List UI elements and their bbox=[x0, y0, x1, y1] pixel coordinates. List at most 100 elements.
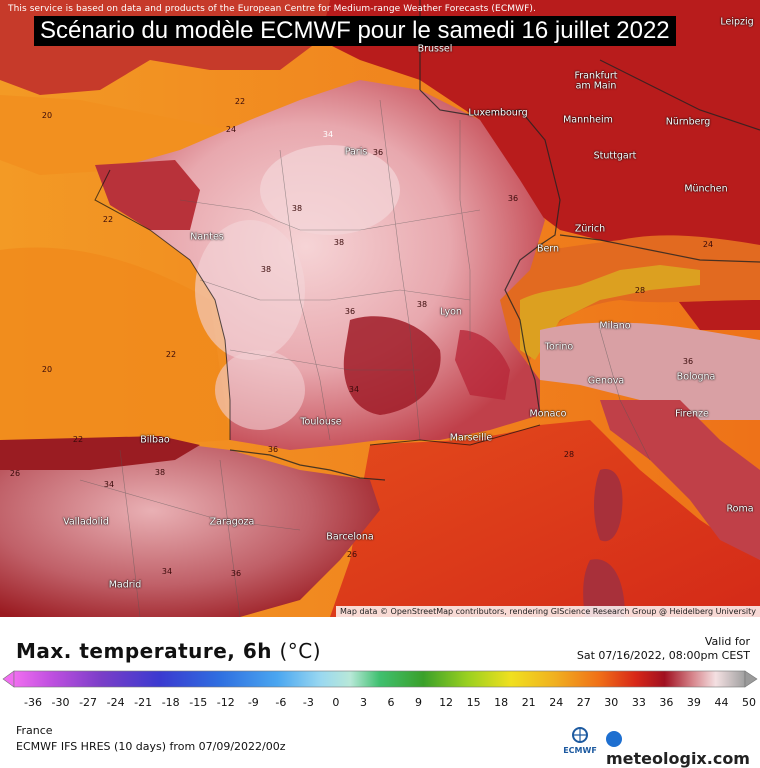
biscay-warm-band bbox=[0, 247, 230, 445]
scale-tick-label: 18 bbox=[494, 696, 509, 709]
scale-tick-label: 24 bbox=[549, 696, 564, 709]
isotherm-label: 38 bbox=[416, 300, 428, 309]
isotherm-label: 34 bbox=[103, 480, 115, 489]
isotherm-label: 34 bbox=[322, 130, 334, 139]
rhone-valley-hot bbox=[455, 330, 510, 400]
city-label-brussel: Brussel bbox=[417, 43, 453, 55]
isotherm-label: 38 bbox=[333, 238, 345, 247]
source-note: This service is based on data and produc… bbox=[8, 4, 536, 14]
city-label-frankfurt: Frankfurt am Main bbox=[574, 70, 618, 92]
color-scale-bar bbox=[2, 670, 758, 688]
ecmwf-logo: ECMWF bbox=[563, 727, 597, 755]
scale-tick-label: -15 bbox=[189, 696, 208, 709]
variable-name: Max. temperature, 6h bbox=[16, 639, 273, 663]
city-label-stuttgart: Stuttgart bbox=[593, 150, 637, 162]
variable-unit: (°C) bbox=[279, 639, 322, 663]
isotherm-label: 38 bbox=[154, 468, 166, 477]
scale-arrow-right bbox=[744, 670, 758, 688]
isotherm-label: 34 bbox=[161, 567, 173, 576]
city-label-zaragoza: Zaragoza bbox=[209, 516, 255, 528]
spain-north-coast bbox=[0, 436, 200, 470]
city-label-roma: Roma bbox=[726, 503, 754, 515]
city-label-toulouse: Toulouse bbox=[300, 416, 342, 428]
isotherm-label: 36 bbox=[372, 148, 384, 157]
variable-title: Max. temperature, 6h (°C) bbox=[16, 639, 321, 663]
city-label-nurnberg: Nürnberg bbox=[665, 116, 711, 128]
sardinia bbox=[583, 559, 625, 617]
scale-tick-label: 33 bbox=[631, 696, 646, 709]
map-attribution: Map data © OpenStreetMap contributors, r… bbox=[336, 606, 760, 617]
city-label-lyon: Lyon bbox=[440, 306, 462, 318]
city-label-munchen: München bbox=[684, 183, 728, 195]
isotherm-label: 34 bbox=[348, 385, 360, 394]
city-label-genova: Genova bbox=[587, 375, 625, 387]
scale-tick-label: 6 bbox=[387, 696, 395, 709]
scale-tick-label: 39 bbox=[686, 696, 701, 709]
isotherm-label: 22 bbox=[234, 97, 246, 106]
aquitaine-hot-spot bbox=[215, 350, 305, 430]
scale-arrow-left bbox=[2, 670, 15, 688]
scale-tick-label: 30 bbox=[604, 696, 619, 709]
scale-tick-label: -12 bbox=[216, 696, 235, 709]
brand-name: meteologix.com bbox=[606, 749, 750, 768]
city-label-paris: Paris bbox=[344, 146, 368, 158]
po-valley bbox=[540, 322, 760, 420]
valid-time: Sat 07/16/2022, 08:00pm CEST bbox=[576, 649, 750, 662]
city-label-milano: Milano bbox=[599, 320, 631, 332]
city-label-monaco: Monaco bbox=[529, 408, 567, 420]
isotherm-label: 36 bbox=[230, 569, 242, 578]
city-label-valladolid: Valladolid bbox=[63, 516, 109, 528]
isotherm-label: 24 bbox=[702, 240, 714, 249]
region-name: France bbox=[16, 724, 53, 737]
isotherm-label: 38 bbox=[260, 265, 272, 274]
legend-panel: Max. temperature, 6h (°C) Valid for Sat … bbox=[0, 617, 760, 768]
loire-hot-spot bbox=[195, 220, 305, 360]
forecast-map[interactable]: This service is based on data and produc… bbox=[0, 0, 760, 617]
scale-tick-label: -3 bbox=[302, 696, 314, 709]
scale-tick-label: -36 bbox=[24, 696, 42, 709]
scale-tick-label: -21 bbox=[134, 696, 153, 709]
isotherm-label: 28 bbox=[634, 286, 646, 295]
map-canvas bbox=[0, 0, 760, 617]
map-title: Scénario du modèle ECMWF pour le samedi … bbox=[34, 16, 676, 46]
isotherm-label: 36 bbox=[507, 194, 519, 203]
city-label-barcelona: Barcelona bbox=[326, 531, 374, 543]
scale-tick-label: 15 bbox=[466, 696, 481, 709]
massif-central-hot bbox=[343, 316, 441, 415]
corsica bbox=[594, 469, 623, 542]
scale-tick-label: -30 bbox=[51, 696, 70, 709]
isotherm-label: 36 bbox=[344, 307, 356, 316]
brand-icon bbox=[606, 731, 622, 747]
isotherm-label: 38 bbox=[291, 204, 303, 213]
isotherm-label: 24 bbox=[225, 125, 237, 134]
city-label-firenze: Firenze bbox=[675, 408, 709, 420]
city-label-bern: Bern bbox=[536, 243, 560, 255]
isotherm-label: 20 bbox=[41, 111, 53, 120]
scale-tick-label: 44 bbox=[714, 696, 729, 709]
region-borders bbox=[79, 99, 651, 617]
coastline bbox=[94, 169, 541, 446]
scale-tick-label: -9 bbox=[247, 696, 259, 709]
city-label-bilbao: Bilbao bbox=[140, 434, 170, 446]
scale-tick-label: 27 bbox=[576, 696, 591, 709]
isotherm-label: 22 bbox=[165, 350, 177, 359]
valid-label: Valid for bbox=[704, 635, 750, 648]
scale-tick-label: 12 bbox=[439, 696, 454, 709]
brand-logo[interactable]: meteologix.com bbox=[606, 730, 760, 768]
isotherm-label: 26 bbox=[346, 550, 358, 559]
city-label-bologna: Bologna bbox=[676, 371, 716, 383]
brittany bbox=[95, 160, 200, 230]
scale-tick-label: 36 bbox=[659, 696, 674, 709]
city-label-nantes: Nantes bbox=[190, 231, 224, 243]
city-label-zurich: Zürich bbox=[574, 223, 606, 235]
scale-gradient bbox=[13, 670, 746, 688]
isotherm-label: 22 bbox=[102, 215, 114, 224]
model-run: ECMWF IFS HRES (10 days) from 07/09/2022… bbox=[16, 740, 286, 753]
scale-tick-label: 50 bbox=[742, 696, 756, 709]
isotherm-label: 26 bbox=[9, 469, 21, 478]
scale-tick-label: -24 bbox=[106, 696, 125, 709]
city-label-mannheim: Mannheim bbox=[563, 114, 613, 126]
isotherm-label: 36 bbox=[267, 445, 279, 454]
alps-core bbox=[520, 265, 700, 360]
ecmwf-logo-text: ECMWF bbox=[563, 746, 597, 755]
